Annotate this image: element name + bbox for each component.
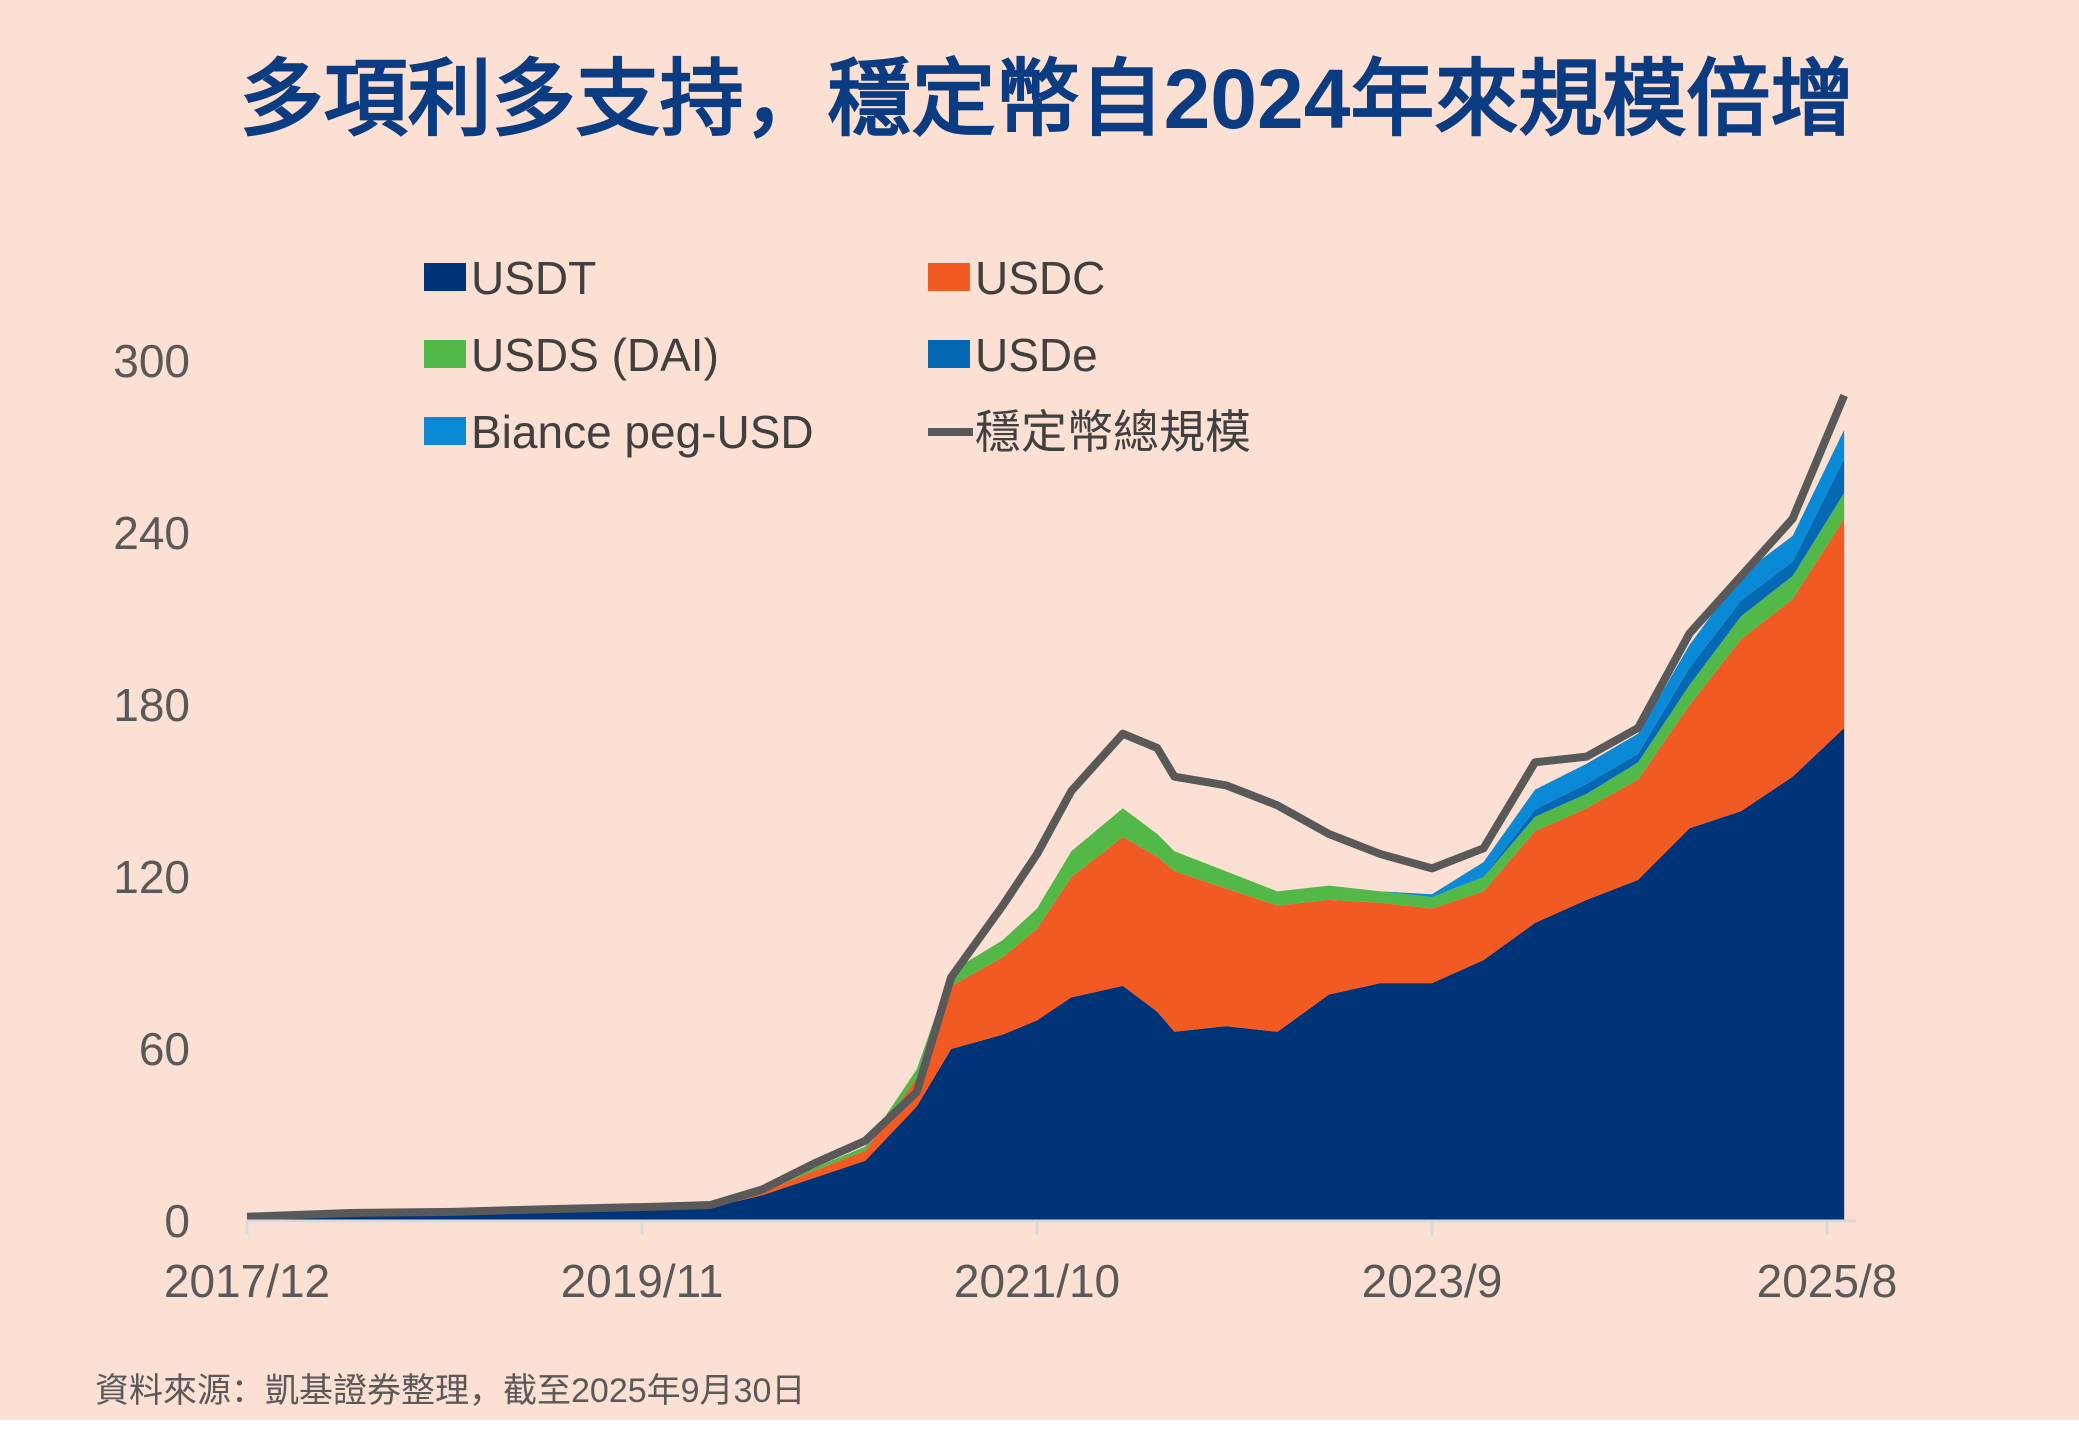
y-tick-label: 240: [113, 507, 190, 559]
y-tick-label: 0: [164, 1195, 190, 1247]
legend-item: USDT: [424, 252, 596, 304]
x-tick-label: 2023/9: [1362, 1255, 1503, 1307]
legend-swatch: [928, 340, 970, 368]
y-tick-label: 180: [113, 679, 190, 731]
legend-label: USDe: [975, 329, 1098, 381]
area-usdt: [247, 727, 1845, 1221]
legend-label: 穩定幣總規模: [975, 406, 1251, 458]
legend-label: USDC: [975, 252, 1105, 304]
legend-label: Biance peg-USD: [471, 406, 814, 458]
source-note: 資料來源：凱基證券整理，截至2025年9月30日: [95, 1372, 805, 1410]
x-tick-label: 2017/12: [164, 1255, 330, 1307]
y-tick-label: 120: [113, 851, 190, 903]
total-supply-line: [246, 393, 1848, 1221]
axes: 2017/12 2019/11 2021/10 2023/9 2025/8 0 60 120 1…: [113, 335, 1897, 1307]
legend-swatch: [928, 263, 970, 291]
legend-item: USDe: [928, 329, 1098, 381]
legend-label: USDT: [471, 252, 596, 304]
legend-item: Biance peg-USD: [424, 406, 814, 458]
x-tick-label: 2025/8: [1757, 1255, 1898, 1307]
x-tick-label: 2019/11: [561, 1255, 724, 1307]
area-usdc: [247, 518, 1845, 1218]
x-tick-label: 2021/10: [954, 1255, 1120, 1307]
y-tick-label: 300: [113, 335, 190, 387]
stacked-areas: [246, 393, 1848, 1221]
legend: USDT USDC USDS (DAI) USDe Biance peg-USD 穩定幣總…: [424, 252, 1251, 458]
y-tick-label: 60: [139, 1023, 190, 1075]
legend-label: USDS (DAI): [471, 329, 719, 381]
legend-item: USDC: [928, 252, 1105, 304]
chart-title: 多項利多支持，穩定幣自2024年來規模倍增: [240, 52, 1855, 146]
legend-swatch: [424, 417, 466, 445]
legend-item: 穩定幣總規模: [928, 406, 1251, 458]
legend-item: USDS (DAI): [424, 329, 719, 381]
legend-swatch: [424, 340, 466, 368]
legend-swatch: [424, 263, 466, 291]
